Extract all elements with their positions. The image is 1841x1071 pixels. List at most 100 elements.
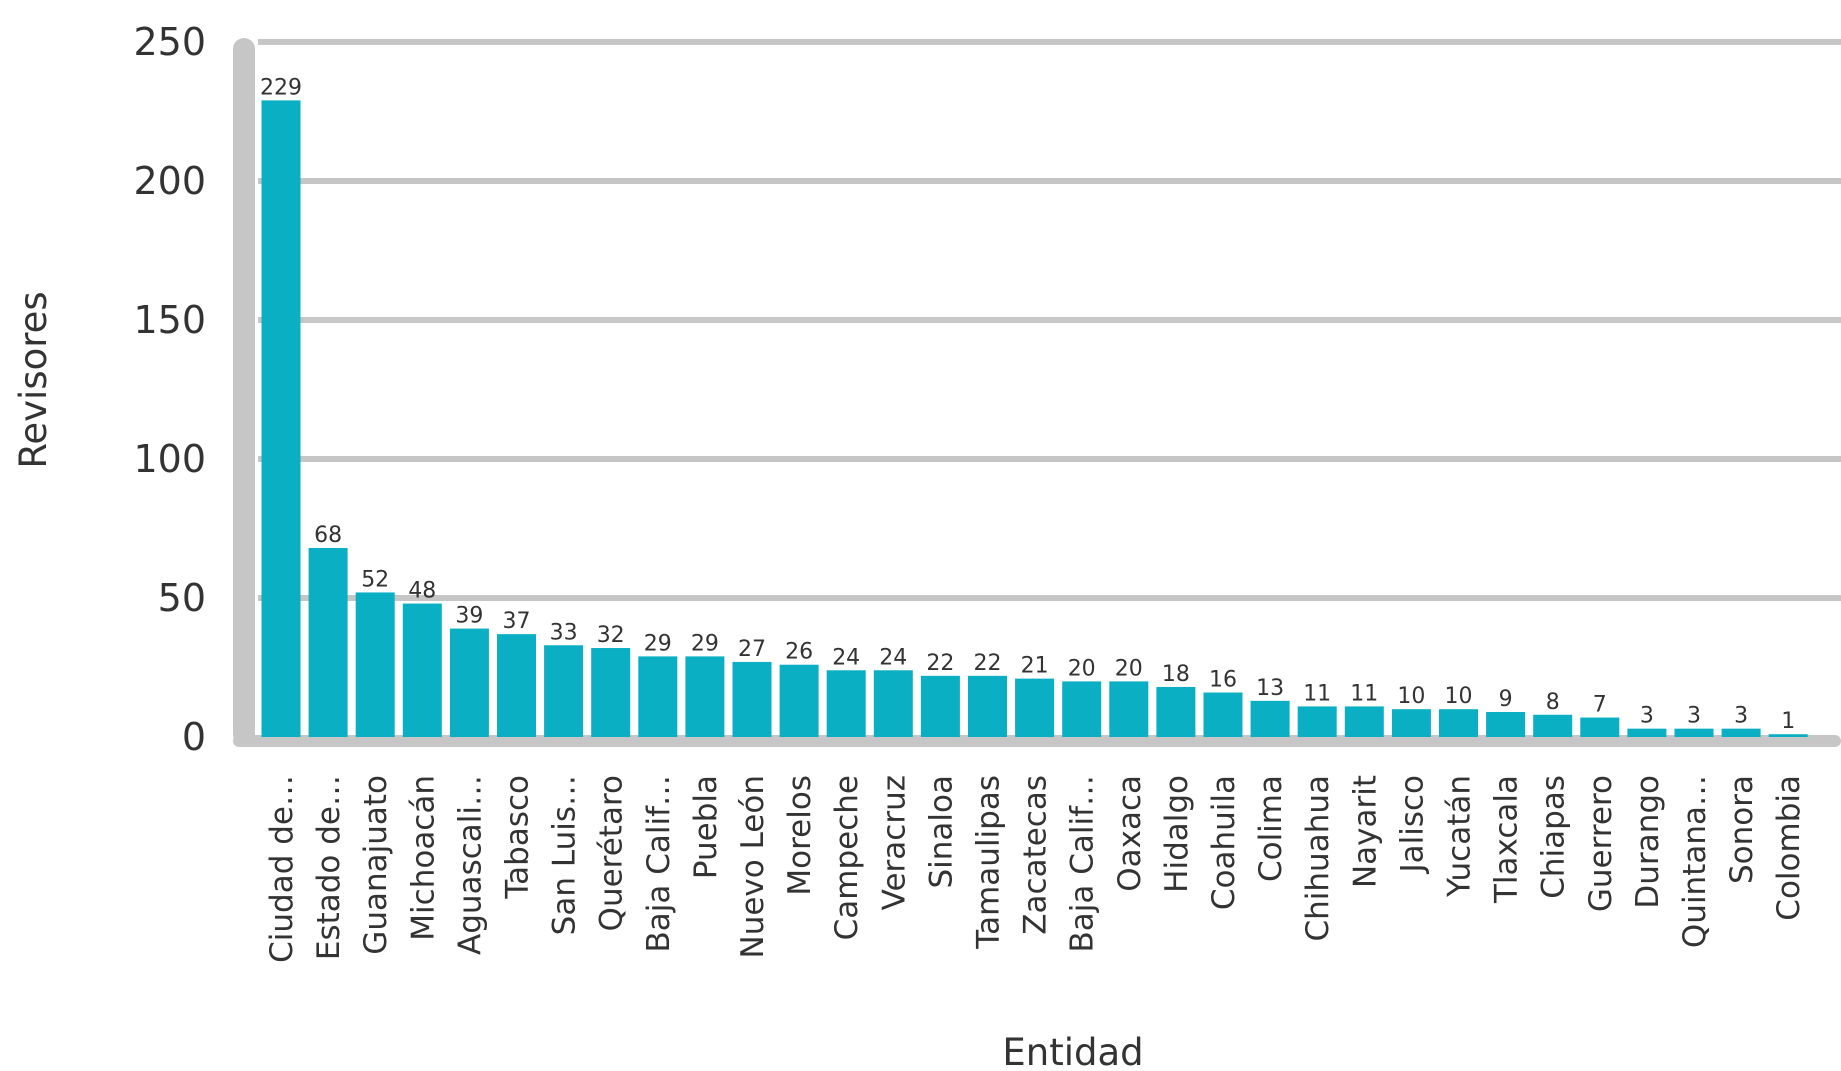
data-label: 18 [1162, 662, 1190, 687]
bar [1062, 681, 1102, 737]
bar [1486, 711, 1526, 737]
y-tick-label: 50 [158, 576, 206, 620]
bar [1439, 709, 1478, 737]
data-label: 20 [1068, 656, 1096, 681]
y-tick-label: 0 [182, 715, 206, 759]
x-tick-label: Campeche [829, 775, 865, 940]
x-tick-label: Coahuila [1206, 775, 1242, 910]
data-label: 20 [1115, 656, 1143, 681]
bar [920, 675, 960, 737]
bar [1580, 717, 1620, 737]
x-tick-label: Baja Calif… [1065, 775, 1101, 953]
bar [779, 664, 819, 737]
data-label: 7 [1593, 693, 1607, 718]
gridlines [258, 39, 1841, 601]
x-tick-label: Estado de… [311, 775, 347, 960]
data-label: 29 [644, 631, 672, 656]
y-axis-title: Revisores [12, 291, 55, 468]
data-label: 68 [314, 523, 342, 548]
x-tick-label: Tlaxcala [1489, 775, 1525, 904]
x-tick-label: Nayarit [1347, 775, 1383, 888]
bar [1109, 681, 1149, 737]
bar [449, 628, 489, 737]
y-tick-label: 250 [133, 20, 206, 64]
data-label: 3 [1687, 704, 1701, 729]
x-tick-label: Puebla [688, 775, 724, 879]
data-label: 16 [1209, 668, 1237, 693]
bar [732, 661, 772, 737]
bar [355, 592, 395, 737]
data-label: 26 [785, 640, 813, 665]
data-label: 11 [1303, 681, 1331, 706]
bar [1768, 734, 1808, 737]
x-tick-label: Michoacán [405, 775, 441, 941]
y-tick-label: 100 [133, 437, 206, 481]
bar [826, 670, 866, 737]
gridline [258, 595, 1841, 601]
data-label: 37 [503, 609, 531, 634]
x-tick-label: Quintana… [1677, 775, 1713, 948]
x-tick-label: Morelos [782, 775, 818, 896]
bar [1156, 686, 1196, 737]
x-tick-label: Chiapas [1536, 775, 1572, 899]
x-tick-label: Tabasco [500, 775, 536, 900]
x-tick-label: Sonora [1724, 775, 1760, 884]
bar [261, 100, 301, 737]
x-tick-label: Oaxaca [1112, 775, 1148, 892]
y-tick-label: 150 [133, 298, 206, 342]
bar [1721, 728, 1761, 737]
data-label: 21 [1021, 654, 1049, 679]
x-tick-label: Jalisco [1394, 775, 1430, 875]
data-label: 9 [1499, 687, 1513, 712]
x-tick-label: Guerrero [1583, 775, 1619, 912]
x-tick-label: Ciudad de… [264, 775, 300, 963]
x-tick-labels: Ciudad de… Estado de… Guanajuato Michoacán A… [264, 775, 1807, 963]
x-tick-label: San Luis… [547, 775, 583, 935]
data-label: 27 [738, 637, 766, 662]
x-axis-title: Entidad [1002, 1031, 1143, 1071]
bar [1297, 706, 1337, 737]
data-label: 10 [1445, 684, 1473, 709]
data-label: 22 [974, 651, 1002, 676]
bar [968, 675, 1007, 737]
bar [1015, 678, 1055, 737]
x-axis-line [233, 735, 1841, 747]
bar [497, 634, 536, 737]
x-tick-label: Querétaro [594, 775, 630, 931]
x-tick-label: Chihuahua [1300, 775, 1336, 942]
x-tick-label: Sinaloa [923, 775, 959, 889]
data-label: 24 [832, 645, 860, 670]
y-tick-labels: 0 50 100 150 200 250 [133, 20, 206, 759]
gridline [258, 456, 1841, 462]
data-label: 33 [550, 620, 578, 645]
bar [544, 645, 584, 737]
bar [638, 656, 678, 737]
bar [685, 656, 725, 737]
bar [402, 603, 442, 737]
x-tick-label: Yucatán [1442, 775, 1478, 898]
bar [308, 547, 348, 737]
y-axis-line [233, 38, 255, 745]
bar [1250, 700, 1290, 737]
x-tick-label: Tamaulipas [971, 775, 1007, 950]
x-tick-label: Guanajuato [358, 775, 394, 955]
data-label: 29 [691, 631, 719, 656]
x-tick-label: Colombia [1771, 775, 1807, 921]
data-label: 1 [1781, 709, 1795, 734]
data-label: 11 [1350, 681, 1378, 706]
data-label: 52 [361, 567, 389, 592]
x-tick-label: Nuevo León [735, 775, 771, 959]
x-tick-label: Aguascali… [452, 775, 488, 955]
data-label: 32 [597, 623, 625, 648]
gridline [258, 317, 1841, 323]
gridline [258, 39, 1841, 45]
bar [1627, 728, 1667, 737]
bars [261, 100, 1808, 737]
data-label: 13 [1256, 676, 1284, 701]
data-label: 39 [455, 604, 483, 629]
y-tick-label: 200 [133, 159, 206, 203]
data-label: 10 [1397, 684, 1425, 709]
bar [1674, 728, 1714, 737]
